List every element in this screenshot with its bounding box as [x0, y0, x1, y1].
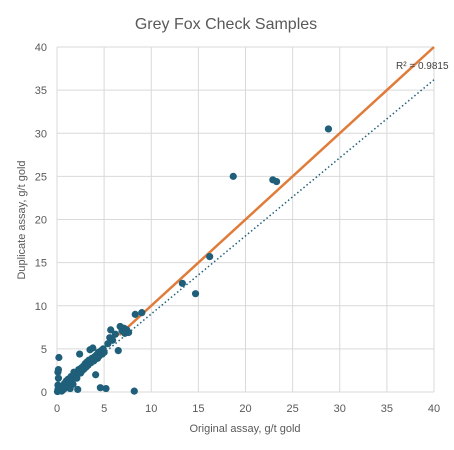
data-point [273, 177, 281, 186]
data-point [55, 353, 63, 362]
data-point [111, 330, 120, 338]
chart-title: Grey Fox Check Samples [135, 16, 317, 33]
data-point [69, 380, 77, 388]
data-point [54, 365, 63, 374]
data-point [229, 172, 237, 180]
data-point [76, 350, 84, 358]
x-tick-label: 25 [287, 403, 299, 415]
data-point [74, 385, 82, 394]
trendline [56, 79, 435, 393]
data-point [114, 347, 122, 355]
data-points [53, 125, 333, 396]
y-tick-label: 5 [41, 344, 47, 356]
y-tick-label: 0 [41, 387, 47, 399]
x-axis-title: Original assay, g/t gold [189, 423, 300, 435]
data-point [100, 348, 108, 356]
data-point [125, 328, 133, 337]
data-point [191, 290, 200, 298]
y-tick-label: 10 [35, 301, 47, 313]
data-point [130, 387, 138, 395]
x-tick-label: 40 [428, 403, 440, 415]
data-point [206, 252, 214, 261]
data-point [324, 125, 333, 133]
data-point [131, 310, 139, 318]
data-point [96, 384, 104, 392]
lines [56, 46, 435, 393]
r-squared-annotation: R² = 0.9815 [396, 61, 449, 72]
data-point [89, 344, 97, 352]
data-point [54, 374, 63, 382]
x-tick-label: 0 [54, 403, 60, 415]
data-point [138, 309, 146, 317]
y-tick-label: 25 [35, 171, 47, 183]
data-point [178, 279, 186, 287]
data-point [109, 336, 117, 344]
x-tick-label: 30 [334, 403, 346, 415]
y-tick-label: 40 [35, 42, 47, 54]
y-tick-label: 35 [35, 85, 47, 97]
x-tick-label: 15 [192, 403, 204, 415]
data-point [102, 384, 110, 393]
x-tick-label: 35 [381, 403, 393, 415]
y-axis-title: Duplicate assay, g/t gold [16, 160, 28, 279]
data-point [107, 326, 115, 334]
data-point [73, 374, 81, 382]
x-tick-label: 10 [145, 403, 157, 415]
x-tick-label: 5 [101, 403, 107, 415]
y-tick-label: 20 [35, 215, 47, 227]
y-tick-label: 15 [35, 258, 47, 270]
data-point [92, 371, 100, 379]
y-tick-label: 30 [35, 128, 47, 140]
tick-labels: 0 5 10 15 20 25 30 35 40 0 5 10 15 20 25 30 35 40 [35, 42, 440, 415]
x-tick-label: 20 [239, 403, 251, 415]
fit-line [118, 46, 435, 336]
